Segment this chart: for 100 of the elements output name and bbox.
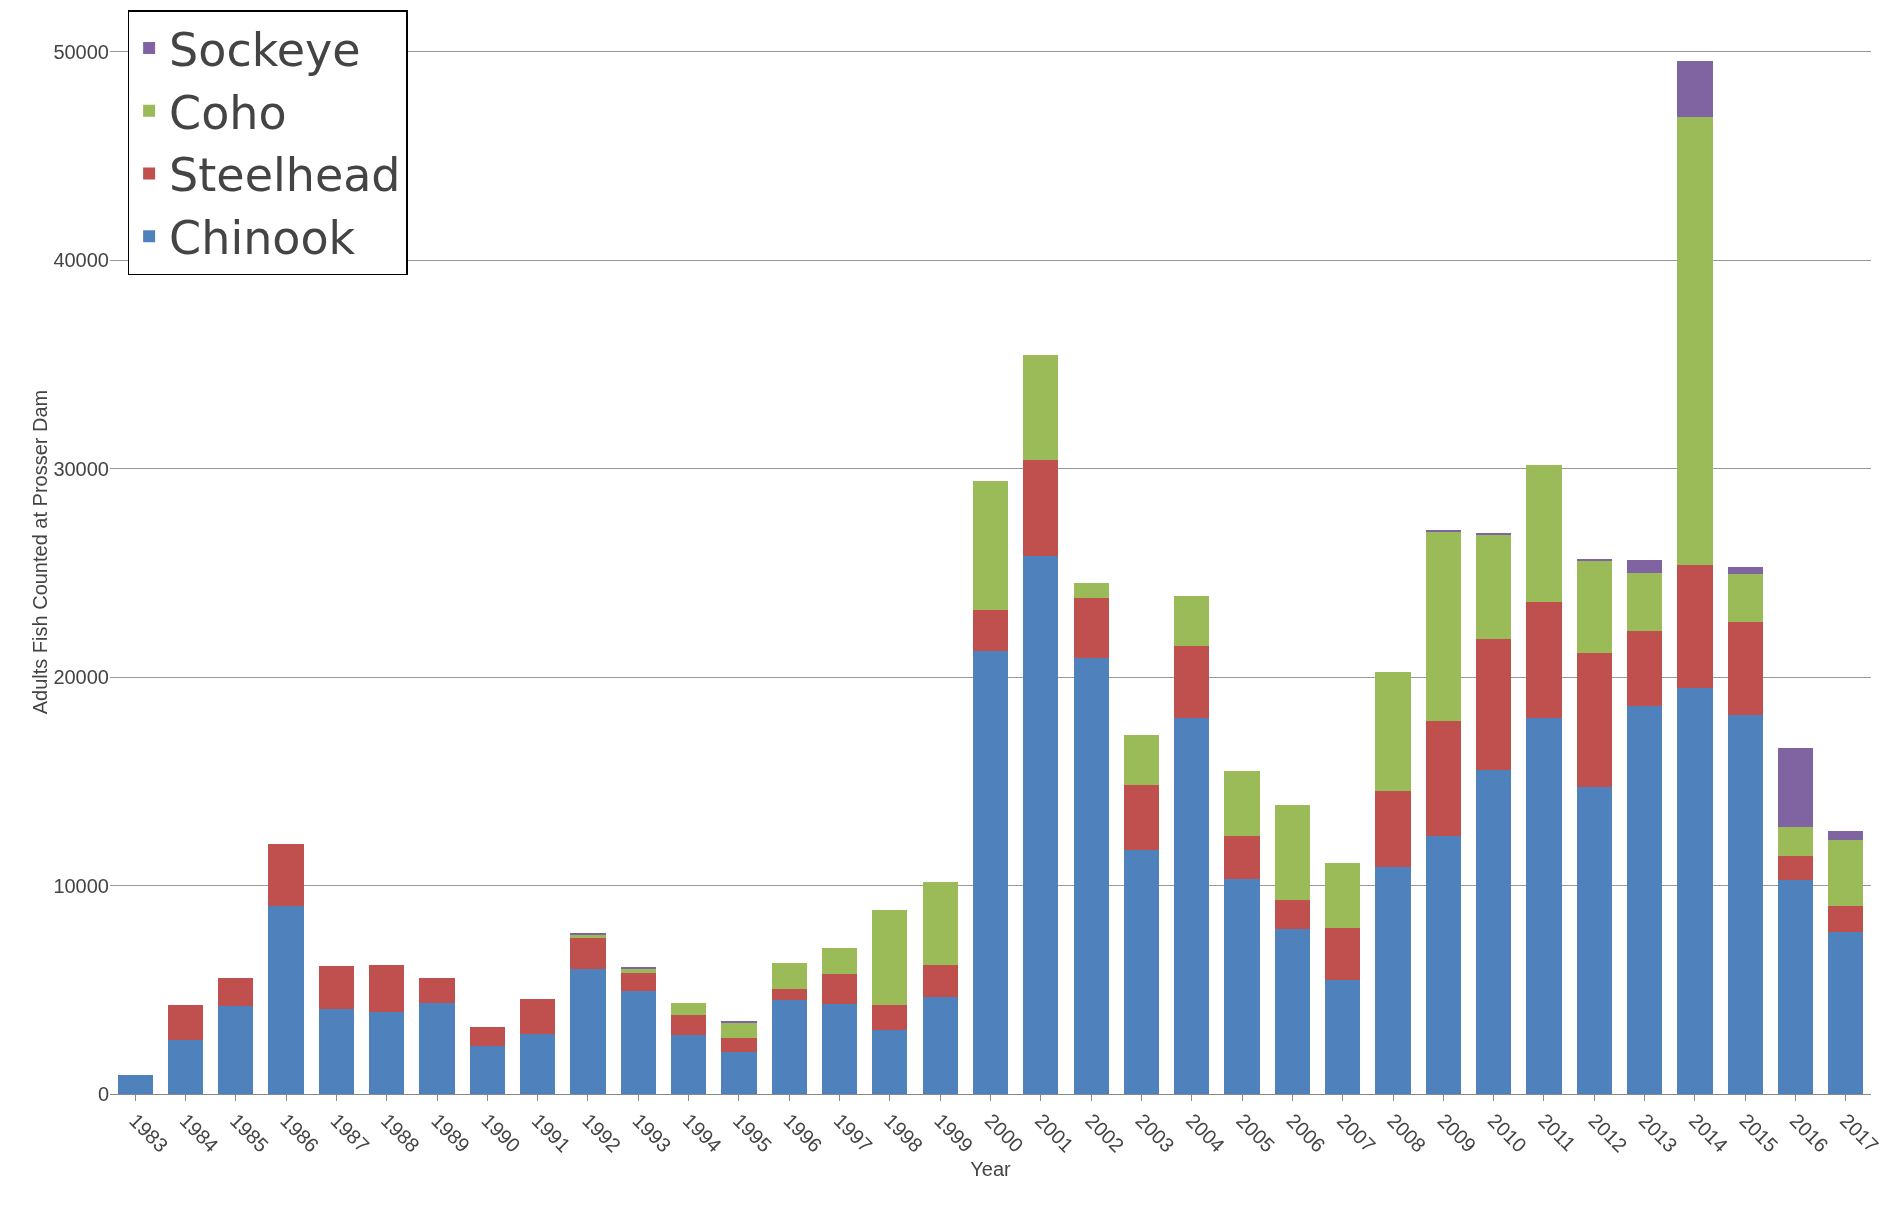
bar [1123,735,1160,786]
bar [1425,720,1461,836]
bar [1677,687,1713,1094]
bar [1023,556,1059,1094]
bar [771,1000,807,1094]
bar [1576,653,1612,787]
bar [1375,866,1411,1094]
legend-label: Steelhead [169,148,401,203]
bar [1274,929,1310,1094]
bar [1325,862,1361,929]
bar [520,1033,556,1094]
bar [972,610,1009,652]
bar [1727,573,1763,622]
legend-label: Sockeye [169,22,361,77]
bar [1073,658,1109,1094]
bar [1425,532,1461,721]
y-tick-label: 30000 [53,457,109,480]
bar [671,1034,707,1094]
bar [1325,928,1361,981]
legend-label: Coho [169,85,287,140]
bar [1174,645,1210,718]
bar [821,1004,858,1094]
bar [1828,831,1864,840]
bar [419,1003,455,1094]
bar [1123,850,1160,1094]
y-axis-title: Adults Fish Counted at Prosser Dam [29,389,52,715]
bar [1576,561,1612,654]
bar [1274,805,1310,901]
bar [1023,460,1059,557]
bar [1828,906,1864,933]
bar [1727,714,1763,1094]
bar [872,909,908,1006]
bar [520,999,556,1034]
bar [1626,560,1663,573]
bar [268,906,304,1094]
bar [821,948,858,975]
bar [1476,533,1512,536]
bar [1476,535,1512,639]
bar [721,1037,757,1053]
bar [1727,621,1763,715]
bar [318,1008,355,1094]
bar [721,1021,757,1024]
bar [1174,717,1210,1094]
bar [671,1003,707,1015]
y-tick-label: 10000 [53,874,109,897]
bar [1274,900,1310,930]
bar [570,937,606,969]
bar [721,1052,757,1094]
y-tick-label: 40000 [53,249,109,272]
bar [671,1014,707,1035]
bar [1425,530,1461,533]
bar [620,973,656,991]
bar [1224,835,1260,880]
bar [419,978,455,1004]
bar [1224,770,1260,836]
bar [318,965,355,1009]
bar [1626,706,1663,1094]
bar [369,964,405,1012]
bar [1526,717,1562,1094]
legend-label: Chinook [169,211,356,266]
bar [117,1075,153,1094]
bar [872,1030,908,1094]
bar [218,978,254,1007]
bar [1375,671,1411,791]
bar [1073,583,1109,598]
bar [1325,980,1361,1094]
bar [1677,61,1713,118]
bar [1425,835,1461,1094]
bar [922,997,958,1094]
bar [1777,856,1814,881]
bar [167,1005,204,1040]
bar [922,964,958,998]
bar [218,1006,254,1094]
bar [1828,932,1864,1094]
bar [1576,786,1612,1094]
y-tick-label: 20000 [53,666,109,689]
bar [469,1046,505,1094]
bar [771,962,807,989]
bar [972,481,1009,611]
bar [369,1011,405,1094]
x-axis-title: Year [970,1158,1012,1181]
bar [1526,465,1562,603]
bar [1777,880,1814,1094]
bar [469,1027,505,1047]
bar [771,988,807,1001]
bar [1073,597,1109,659]
bar [167,1039,204,1094]
bar [1677,117,1713,565]
bar [570,968,606,1094]
bar [1626,572,1663,632]
bar [1576,559,1612,562]
y-tick-label: 0 [97,1083,109,1105]
bar [1476,769,1512,1094]
bar [821,974,858,1005]
bar [922,882,958,965]
bar [1777,747,1814,828]
bar [1828,839,1864,907]
y-tick-label: 50000 [53,40,109,63]
bar [972,651,1009,1094]
bar [268,843,304,907]
